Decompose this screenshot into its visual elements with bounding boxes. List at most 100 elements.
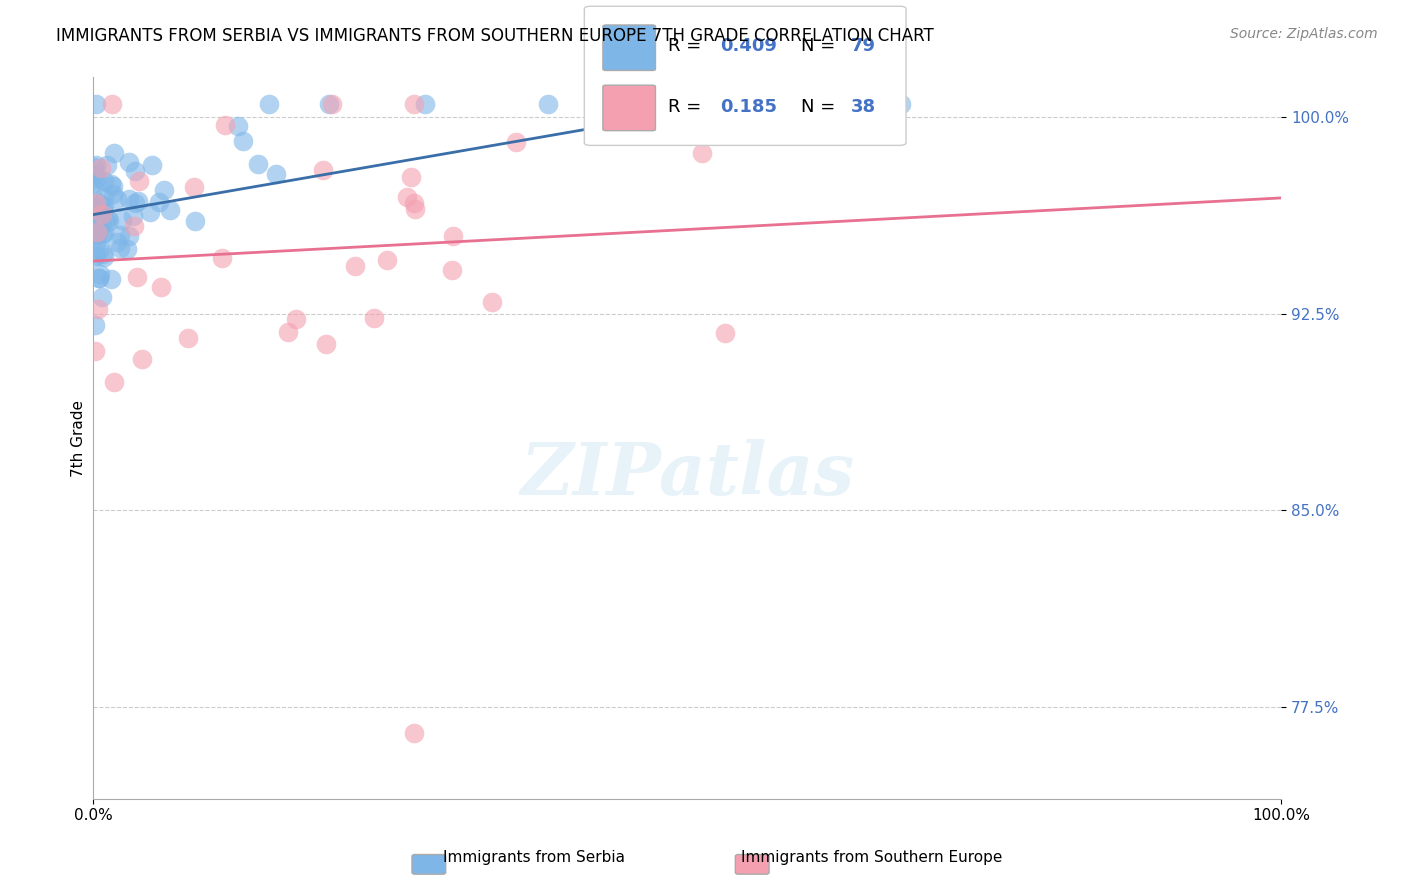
Point xyxy=(86,203,108,218)
Point xyxy=(83,229,105,244)
Point xyxy=(84,167,107,181)
Point xyxy=(90,290,112,304)
Point xyxy=(97,214,120,228)
Point xyxy=(363,311,385,326)
Text: 79: 79 xyxy=(851,37,876,55)
Point xyxy=(153,183,176,197)
Point xyxy=(86,225,108,239)
Point xyxy=(122,209,145,223)
Point xyxy=(96,158,118,172)
Point xyxy=(690,146,713,161)
Point xyxy=(89,242,111,256)
Point xyxy=(247,157,270,171)
Point xyxy=(211,251,233,265)
Point xyxy=(86,222,108,236)
Point xyxy=(823,96,845,111)
Point xyxy=(118,155,141,169)
Point xyxy=(86,234,108,248)
Text: 0.409: 0.409 xyxy=(720,37,778,55)
Point xyxy=(90,197,112,211)
Point xyxy=(84,96,107,111)
Point xyxy=(396,190,419,204)
Text: R =: R = xyxy=(668,97,707,116)
Point xyxy=(93,190,115,204)
Point xyxy=(228,119,250,133)
Point xyxy=(90,207,112,221)
Point xyxy=(285,311,308,326)
Point xyxy=(108,241,131,255)
Point xyxy=(108,228,131,243)
Point xyxy=(264,168,287,182)
FancyBboxPatch shape xyxy=(603,85,655,130)
Point xyxy=(84,158,107,172)
Point xyxy=(232,134,254,148)
Point xyxy=(127,270,149,285)
Point xyxy=(315,336,337,351)
Point xyxy=(84,201,107,215)
Point xyxy=(441,228,464,243)
Point xyxy=(148,194,170,209)
Point xyxy=(84,343,107,358)
Point xyxy=(811,108,834,122)
Point xyxy=(117,229,139,244)
Point xyxy=(86,171,108,186)
Point xyxy=(115,242,138,256)
Point xyxy=(83,169,105,183)
Point xyxy=(89,267,111,281)
Text: Immigrants from Southern Europe: Immigrants from Southern Europe xyxy=(741,850,1002,865)
Point xyxy=(404,96,426,111)
FancyBboxPatch shape xyxy=(585,6,905,145)
Point xyxy=(141,158,163,172)
Point xyxy=(83,181,105,195)
Point xyxy=(177,331,200,345)
Point xyxy=(86,227,108,242)
Point xyxy=(101,178,124,193)
Point xyxy=(344,259,367,273)
Point xyxy=(128,174,150,188)
Point xyxy=(103,145,125,160)
Point xyxy=(84,249,107,263)
Point xyxy=(257,96,280,111)
Point xyxy=(124,164,146,178)
Point xyxy=(413,96,436,111)
Point xyxy=(890,96,912,111)
Point xyxy=(89,222,111,236)
Point xyxy=(100,177,122,191)
Point xyxy=(94,215,117,229)
Point xyxy=(856,96,879,111)
Point xyxy=(84,249,107,263)
Point xyxy=(312,163,335,178)
Point xyxy=(714,326,737,340)
Point xyxy=(505,135,527,149)
Point xyxy=(83,160,105,174)
Point xyxy=(93,199,115,213)
Point xyxy=(184,214,207,228)
Text: R =: R = xyxy=(668,37,707,55)
Point xyxy=(537,96,560,111)
Point xyxy=(124,196,146,211)
Point xyxy=(183,180,205,194)
Point xyxy=(84,212,107,227)
Point xyxy=(87,271,110,285)
Point xyxy=(83,228,105,243)
Point xyxy=(149,280,172,294)
Point xyxy=(93,226,115,240)
Point xyxy=(111,212,134,227)
Point xyxy=(87,301,110,316)
Point xyxy=(91,247,114,261)
Point xyxy=(131,351,153,366)
Y-axis label: 7th Grade: 7th Grade xyxy=(72,400,86,476)
Point xyxy=(404,195,426,210)
Text: IMMIGRANTS FROM SERBIA VS IMMIGRANTS FROM SOUTHERN EUROPE 7TH GRADE CORRELATION : IMMIGRANTS FROM SERBIA VS IMMIGRANTS FRO… xyxy=(56,27,934,45)
Point xyxy=(159,202,181,217)
Point xyxy=(91,212,114,227)
FancyBboxPatch shape xyxy=(603,25,655,70)
Point xyxy=(806,96,828,111)
Text: N =: N = xyxy=(801,97,841,116)
Point xyxy=(90,227,112,242)
Point xyxy=(90,161,112,176)
Text: 0.185: 0.185 xyxy=(720,97,778,116)
Point xyxy=(481,294,503,309)
Point xyxy=(856,96,879,111)
Point xyxy=(103,376,125,390)
